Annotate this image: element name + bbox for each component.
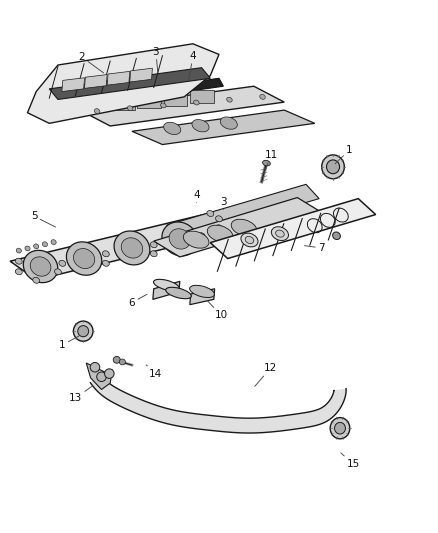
Polygon shape	[130, 68, 152, 82]
Text: 10: 10	[207, 300, 228, 320]
Polygon shape	[62, 78, 85, 92]
Ellipse shape	[113, 357, 120, 364]
Ellipse shape	[322, 155, 344, 179]
Ellipse shape	[114, 231, 150, 265]
Polygon shape	[153, 281, 180, 300]
Polygon shape	[71, 78, 223, 108]
Polygon shape	[85, 75, 107, 88]
Polygon shape	[107, 71, 130, 85]
Ellipse shape	[245, 237, 254, 244]
Text: 6: 6	[129, 294, 147, 308]
Ellipse shape	[192, 119, 209, 132]
Ellipse shape	[74, 321, 93, 341]
Ellipse shape	[207, 225, 233, 242]
Ellipse shape	[121, 238, 143, 258]
Ellipse shape	[198, 233, 205, 239]
Polygon shape	[163, 92, 187, 106]
Ellipse shape	[190, 285, 215, 297]
Ellipse shape	[90, 362, 100, 372]
Ellipse shape	[169, 229, 191, 249]
Text: 1: 1	[335, 145, 353, 164]
Ellipse shape	[150, 251, 157, 257]
Ellipse shape	[260, 94, 265, 99]
Ellipse shape	[102, 260, 110, 266]
Ellipse shape	[160, 103, 166, 108]
Ellipse shape	[78, 326, 88, 337]
Text: 12: 12	[255, 364, 277, 386]
Ellipse shape	[215, 216, 223, 222]
Polygon shape	[154, 198, 323, 257]
Ellipse shape	[150, 242, 157, 248]
Polygon shape	[49, 68, 210, 100]
Ellipse shape	[332, 232, 340, 239]
Ellipse shape	[15, 258, 22, 264]
Ellipse shape	[276, 230, 284, 237]
Ellipse shape	[164, 122, 181, 134]
Ellipse shape	[154, 279, 179, 291]
Ellipse shape	[25, 246, 30, 251]
Text: 7: 7	[304, 243, 325, 253]
Text: 3: 3	[220, 197, 226, 209]
Ellipse shape	[30, 257, 51, 276]
Polygon shape	[138, 95, 161, 108]
Ellipse shape	[16, 248, 21, 253]
Text: 2: 2	[78, 52, 104, 73]
Polygon shape	[90, 373, 346, 433]
Ellipse shape	[119, 359, 125, 365]
Ellipse shape	[184, 231, 209, 248]
Polygon shape	[28, 44, 219, 123]
Text: 5: 5	[31, 211, 56, 227]
Ellipse shape	[33, 277, 40, 283]
Ellipse shape	[231, 219, 257, 236]
Ellipse shape	[335, 422, 346, 434]
Ellipse shape	[227, 97, 232, 102]
Ellipse shape	[59, 260, 66, 266]
Text: 3: 3	[152, 47, 159, 73]
Ellipse shape	[194, 100, 199, 105]
Text: 1: 1	[59, 336, 79, 350]
Polygon shape	[132, 110, 315, 144]
Ellipse shape	[94, 109, 100, 114]
Polygon shape	[86, 363, 113, 390]
Ellipse shape	[127, 106, 133, 111]
Text: 13: 13	[69, 386, 93, 403]
Ellipse shape	[97, 372, 106, 382]
Polygon shape	[80, 86, 284, 126]
Ellipse shape	[207, 211, 214, 216]
Ellipse shape	[74, 248, 95, 269]
Polygon shape	[111, 97, 135, 110]
Ellipse shape	[220, 117, 237, 129]
Ellipse shape	[105, 369, 114, 378]
Ellipse shape	[194, 242, 201, 248]
Polygon shape	[10, 211, 245, 280]
Ellipse shape	[34, 244, 39, 249]
Ellipse shape	[326, 160, 339, 174]
Text: 4: 4	[189, 51, 196, 79]
Ellipse shape	[102, 251, 110, 257]
Ellipse shape	[15, 269, 22, 275]
Polygon shape	[190, 90, 214, 103]
Ellipse shape	[166, 287, 191, 298]
Polygon shape	[167, 184, 319, 239]
Text: 15: 15	[341, 453, 360, 469]
Polygon shape	[190, 289, 215, 305]
Text: 4: 4	[193, 190, 200, 203]
Ellipse shape	[241, 233, 258, 247]
Text: 11: 11	[264, 150, 278, 174]
Ellipse shape	[262, 160, 270, 166]
Ellipse shape	[215, 225, 223, 231]
Polygon shape	[210, 199, 376, 259]
Text: 14: 14	[146, 365, 162, 378]
Ellipse shape	[42, 242, 47, 247]
Ellipse shape	[51, 240, 56, 245]
Ellipse shape	[330, 418, 350, 439]
Ellipse shape	[54, 269, 61, 275]
Ellipse shape	[23, 251, 58, 282]
Ellipse shape	[162, 222, 198, 256]
Ellipse shape	[272, 227, 289, 240]
Ellipse shape	[67, 242, 102, 275]
